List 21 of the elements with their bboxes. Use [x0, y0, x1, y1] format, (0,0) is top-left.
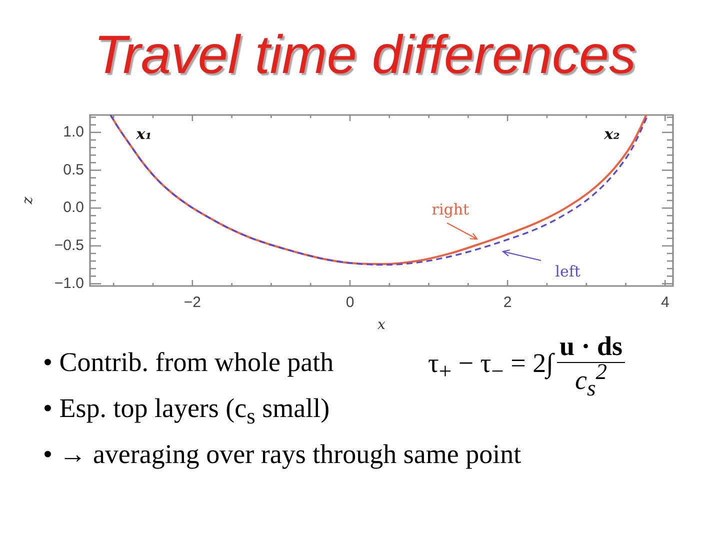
text: • Contrib. from whole path: [43, 347, 334, 377]
y-tick-label: 1.0: [63, 124, 84, 141]
x-tick-label: 4: [660, 294, 670, 312]
text: left: [555, 262, 580, 281]
y-tick-label: 0.0: [63, 199, 84, 216]
y-tick-label: 0.5: [63, 161, 84, 178]
x-tick-label: 0: [346, 294, 354, 312]
annotation: x₁: [135, 124, 152, 143]
text: • Esp. top layers (c$_{s}$ small): [43, 392, 331, 430]
series-label: right: [432, 200, 470, 218]
text: u · ds: [557, 330, 625, 363]
y-tick-label: −1.0: [54, 274, 84, 292]
text: τ$_{+}$ − τ$_{−}$ = 2∫: [428, 348, 554, 384]
annotation: x₂: [603, 124, 620, 143]
x-tick-label: 2: [503, 294, 512, 312]
chart-title: Travel time differences: [92, 24, 638, 86]
y-tick-label: −0.5: [54, 237, 84, 254]
x-axis-title: x: [378, 317, 386, 334]
x-tick-label: −2: [184, 294, 201, 312]
text: • → averaging over rays through same point: [43, 438, 522, 471]
y-axis-title: z: [20, 196, 36, 206]
